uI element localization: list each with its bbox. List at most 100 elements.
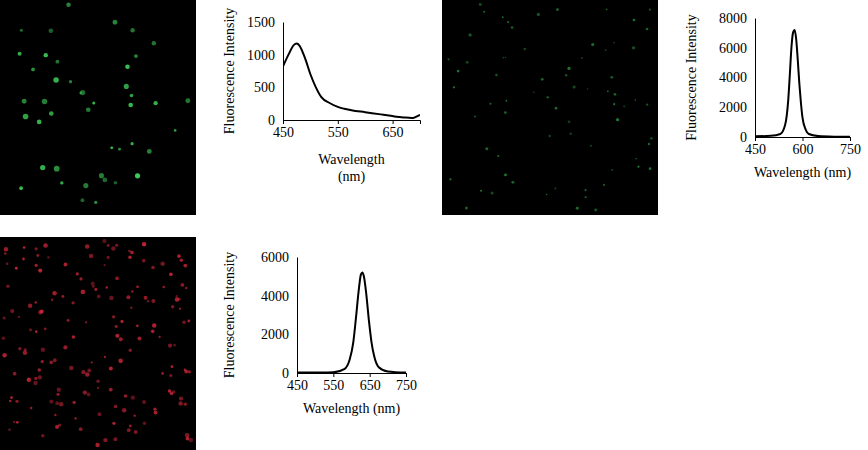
cell-dot <box>4 252 6 254</box>
cell-dot <box>109 366 113 370</box>
cell-dot <box>533 91 535 93</box>
cell-dot <box>54 166 60 172</box>
cell-dot <box>188 370 191 373</box>
y-axis-line <box>283 23 284 121</box>
cell-dot <box>129 349 132 352</box>
chart: 450550650050010001500Wavelength(nm)Fluor… <box>222 8 421 185</box>
y-tick-label: 2000 <box>261 327 289 342</box>
cell-dot <box>453 86 455 88</box>
cell-dot <box>113 20 118 25</box>
y-axis: 0200040006000 <box>261 250 298 381</box>
cell-dot <box>128 103 133 108</box>
cell-dot <box>97 295 101 299</box>
x-tick-label: 550 <box>323 378 344 393</box>
cell-dot <box>80 198 84 202</box>
cell-dot <box>171 365 174 368</box>
cell-dot <box>511 181 514 184</box>
cell-dot <box>633 19 636 22</box>
cell-dot <box>569 133 572 136</box>
spectrum-line <box>297 272 406 372</box>
x-tick: 750 <box>396 373 417 393</box>
cell-dot <box>465 206 468 209</box>
y-tick: 4000 <box>719 70 755 85</box>
cell-dot <box>537 13 540 16</box>
cell-dot <box>504 173 507 176</box>
cell-dot <box>80 90 85 95</box>
cell-dot <box>185 287 187 289</box>
cell-dot <box>31 68 35 72</box>
cell-dot <box>6 262 9 265</box>
cell-dot <box>64 263 68 267</box>
cell-dot <box>504 111 507 114</box>
cell-dot <box>181 283 185 287</box>
cell-dot <box>135 173 140 178</box>
cell-dot <box>38 269 42 273</box>
cell-dot <box>179 308 181 310</box>
cell-dot <box>610 76 613 79</box>
cell-dot <box>41 434 45 438</box>
cell-dot <box>33 381 37 385</box>
plot-area <box>755 30 850 137</box>
cell-dot <box>136 285 139 288</box>
cell-dot <box>134 54 138 58</box>
spectrum-line <box>283 44 420 118</box>
x-tick: 550 <box>328 120 349 140</box>
cell-dot <box>613 103 615 105</box>
cell-dot <box>151 330 155 334</box>
cell-dot <box>556 8 559 11</box>
cell-dot <box>151 299 155 303</box>
x-tick: 750 <box>840 137 861 157</box>
cell-dot <box>15 400 18 403</box>
micrograph-background <box>0 0 196 215</box>
cell-dot <box>124 394 128 398</box>
y-tick-label: 1500 <box>247 15 275 30</box>
cell-dot <box>96 380 100 384</box>
micrograph <box>442 0 658 215</box>
cell-dot <box>584 189 586 191</box>
y-axis: 02000400060008000 <box>719 11 756 145</box>
cell-dot <box>2 336 5 339</box>
cell-dot <box>447 58 449 60</box>
cell-dot <box>91 361 93 363</box>
cell-dot <box>153 408 156 411</box>
cell-dot <box>635 99 637 101</box>
x-tick-label: 750 <box>840 142 861 157</box>
cell-dot <box>131 142 134 145</box>
y-tick: 1000 <box>247 48 283 63</box>
cell-dot <box>160 262 164 266</box>
chart: 4505506507500200040006000Wavelength (nm)… <box>222 250 417 417</box>
cell-dot <box>53 77 58 82</box>
cell-dot <box>30 407 32 409</box>
x-axis: 450550650750 <box>287 373 417 393</box>
cell-dot <box>74 417 76 419</box>
y-axis-title: Fluorescence Intensity <box>684 14 699 140</box>
x-tick-mark <box>803 137 804 141</box>
cell-dot <box>130 94 134 98</box>
cell-dot <box>541 78 544 81</box>
cell-dot <box>61 295 64 298</box>
cell-dot <box>142 259 146 263</box>
y-tick: 500 <box>254 80 283 95</box>
cell-dot <box>99 173 104 178</box>
cell-dot <box>36 254 39 257</box>
x-tick-label: 550 <box>328 125 349 140</box>
cell-dot <box>131 290 133 292</box>
cell-dot <box>480 190 482 192</box>
cell-dot <box>72 335 76 339</box>
y-tick: 2000 <box>261 327 297 342</box>
cell-dot <box>479 3 482 6</box>
cell-dot <box>176 295 178 297</box>
x-axis-title: Wavelength(nm) <box>318 152 385 185</box>
cell-dot <box>18 52 22 56</box>
cell-dot <box>94 201 97 204</box>
cell-dot <box>10 309 14 313</box>
x-tick-label: 450 <box>287 378 308 393</box>
cell-dot <box>81 370 85 374</box>
x-tick-mark <box>393 120 394 124</box>
cell-dot <box>184 370 188 374</box>
y-tick-label: 6000 <box>261 250 289 265</box>
cell-dot <box>66 2 71 7</box>
x-tick-mark <box>850 137 851 141</box>
cell-dot <box>107 244 110 247</box>
cell-dot <box>547 96 549 98</box>
